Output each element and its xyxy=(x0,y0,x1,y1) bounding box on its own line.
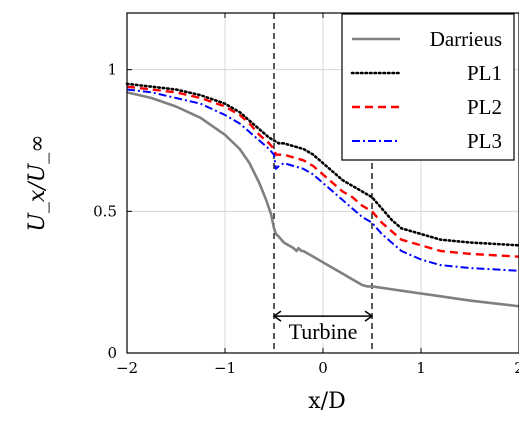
series-lines xyxy=(125,82,519,308)
legend-label-pl1: PL1 xyxy=(467,61,502,85)
y-tick-label: 0 xyxy=(107,344,117,362)
tick-labels: −2 −1 0 1 2 0 0.5 1 xyxy=(93,61,519,377)
x-axis-label: x/D xyxy=(308,389,345,414)
y-tick-label: 1 xyxy=(107,61,117,79)
series-pl3-line xyxy=(126,88,519,272)
y-tick-label: 0.5 xyxy=(93,202,117,220)
x-tick-label: 2 xyxy=(514,359,519,377)
series-pl1-line xyxy=(125,82,519,247)
series-darrieus-line xyxy=(126,91,519,308)
annotation-arrowhead-right xyxy=(364,310,374,322)
annotation-background xyxy=(276,318,370,343)
annotation-arrowhead-left xyxy=(272,310,282,322)
legend-label-darrieus: Darrieus xyxy=(430,27,502,51)
x-tick-label: 0 xyxy=(318,359,328,377)
x-tick-label: 1 xyxy=(416,359,426,377)
legend: Darrieus PL1 PL2 PL3 xyxy=(341,13,515,161)
turbine-boundary-lines xyxy=(273,13,373,353)
legend-label-pl3: PL3 xyxy=(467,129,502,153)
annotation-label: Turbine xyxy=(289,319,358,344)
x-tick-label: −1 xyxy=(214,359,236,377)
legend-label-pl2: PL2 xyxy=(467,95,502,119)
turbine-annotation: Turbine xyxy=(272,310,374,344)
series-pl2-line xyxy=(126,85,519,258)
y-axis-label: U_x/U_∞ xyxy=(25,134,50,231)
x-tick-label: −2 xyxy=(116,359,138,377)
